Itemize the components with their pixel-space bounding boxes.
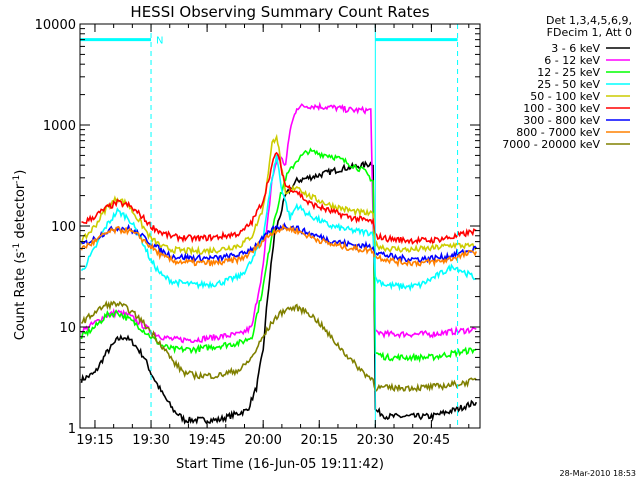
series-line-2	[80, 147, 477, 364]
y-axis-label-part: )	[13, 170, 28, 175]
legend-header-0: Det 1,3,4,5,6,9,	[546, 14, 632, 27]
series-line-6	[80, 221, 477, 265]
y-axis-label-part: Count Rate (s	[13, 252, 28, 341]
flag-label-0: N	[156, 36, 163, 47]
y-tick-label-3: 1000	[43, 119, 76, 134]
legend: Det 1,3,4,5,6,9,FDecim 1, Att 0 3 - 6 keV…	[502, 14, 632, 151]
y-axis-label-part: detector	[13, 183, 28, 243]
legend-label-0: 3 - 6 keV	[551, 42, 600, 55]
y-tick-label-2: 100	[51, 220, 76, 235]
x-tick-label-2: 19:45	[188, 433, 225, 448]
legend-label-4: 50 - 100 keV	[530, 90, 600, 103]
series-line-5	[81, 151, 477, 245]
plot-timestamp: 28-Mar-2010 18:53	[560, 469, 637, 478]
legend-label-6: 300 - 800 keV	[523, 114, 600, 127]
legend-label-8: 7000 - 20000 keV	[502, 138, 600, 151]
chart-title: HESSI Observing Summary Count Rates	[130, 3, 429, 21]
y-axis-label-exponent: -1	[12, 243, 22, 252]
svg-text:Count Rate (s-1 detector-1): Count Rate (s-1 detector-1)	[12, 170, 28, 341]
axes-layer: 19:15 19:30 19:45 20:00 20:15 20:30 20:45 1 10 10…	[35, 18, 481, 448]
y-axis-label-exponent: -1	[12, 175, 22, 184]
y-tick-label-4: 10000	[35, 18, 76, 33]
x-tick-label-0: 19:15	[76, 433, 113, 448]
x-tick-label-1: 19:30	[132, 433, 169, 448]
legend-label-5: 100 - 300 keV	[523, 102, 600, 115]
legend-label-3: 25 - 50 keV	[537, 78, 600, 91]
y-tick-label-1: 10	[59, 321, 76, 336]
x-tick-label-6: 20:45	[413, 433, 450, 448]
legend-header-1: FDecim 1, Att 0	[547, 26, 632, 39]
legend-label-7: 800 - 7000 keV	[516, 126, 600, 139]
x-tick-label-4: 20:15	[301, 433, 338, 448]
series-line-8	[80, 300, 477, 393]
y-tick-label-0: 1	[68, 422, 76, 437]
x-axis-label: Start Time (16-Jun-05 19:11:42)	[176, 457, 384, 472]
x-tick-label-3: 20:00	[244, 433, 281, 448]
x-tick-label-5: 20:30	[357, 433, 394, 448]
legend-label-1: 6 - 12 keV	[544, 54, 600, 67]
series-line-0	[80, 160, 478, 425]
series-line-3	[80, 154, 477, 292]
legend-label-2: 12 - 25 keV	[537, 66, 600, 79]
series-layer	[80, 101, 478, 425]
series-line-7	[80, 223, 478, 268]
y-axis-label: Count Rate (s-1 detector-1)	[12, 170, 28, 341]
